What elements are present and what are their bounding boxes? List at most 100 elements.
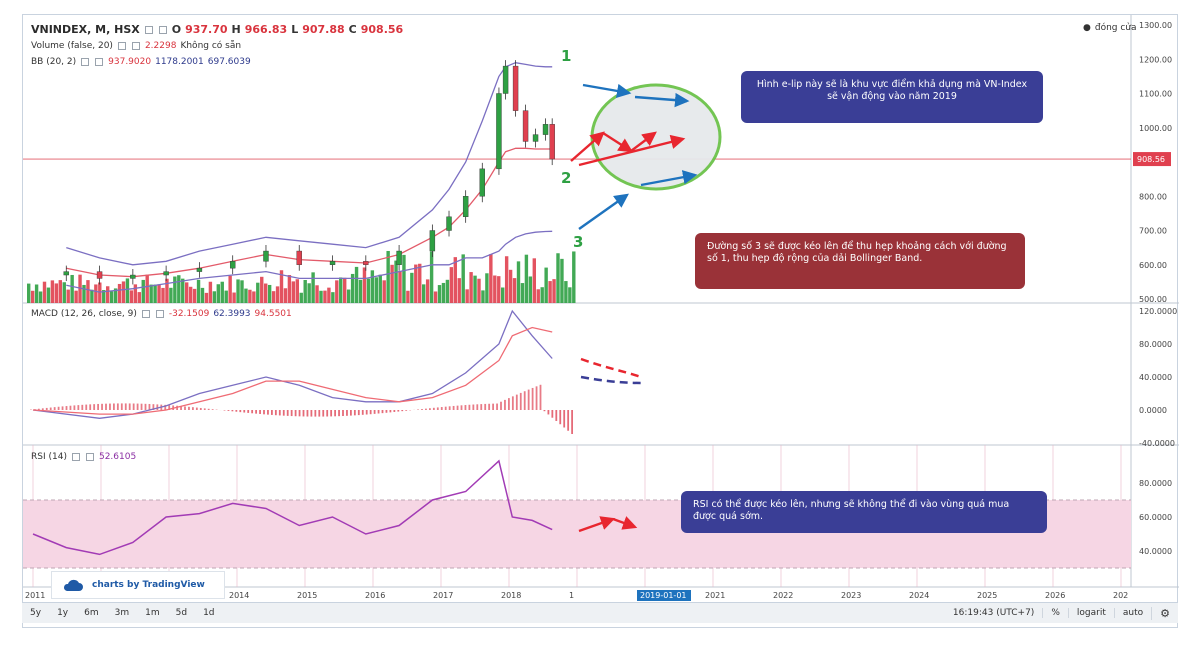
volume-label[interactable]: Volume (false, 20) <box>31 41 113 51</box>
range-5d-button[interactable]: 5d <box>175 608 188 618</box>
volume-bar <box>429 251 434 303</box>
volume-bar <box>224 290 228 303</box>
volume-bar <box>433 291 438 303</box>
rsi-hide-icon[interactable] <box>85 453 94 461</box>
volume-bar <box>394 260 398 303</box>
volume-bar <box>252 291 256 303</box>
volume-bar <box>204 292 209 303</box>
clock-readout[interactable]: 16:19:43 (UTC+7) <box>952 608 1035 618</box>
price-tick-label: 1300.00 <box>1139 21 1172 30</box>
signal-line <box>32 326 553 415</box>
last-price-tag-bg <box>1133 152 1171 167</box>
volume-bar <box>42 281 47 303</box>
toolbar-right: 16:19:43 (UTC+7) % logarit auto ⚙ <box>945 606 1178 620</box>
candle <box>296 250 302 265</box>
macd-settings-icon[interactable] <box>141 310 150 318</box>
range-3m-button[interactable]: 3m <box>114 608 130 618</box>
bb-settings-icon[interactable] <box>81 58 90 66</box>
rsi-label[interactable]: RSI (14) <box>31 452 67 462</box>
lower-band-arrow <box>578 193 629 230</box>
volume-bar <box>461 254 465 303</box>
price-path-arrow-3 <box>630 131 657 152</box>
volume-bar <box>173 276 177 303</box>
volume-bar <box>283 288 288 303</box>
lower-band-arrow-2 <box>640 170 698 187</box>
rsi-projection-arrow-1 <box>578 516 616 533</box>
volume-bar <box>335 280 339 303</box>
candle <box>130 274 136 279</box>
volume-bar <box>418 263 422 303</box>
volume-bar <box>121 281 126 303</box>
volume-bar <box>295 279 299 303</box>
tradingview-badge[interactable]: charts by TradingView <box>51 571 225 599</box>
volume-bar <box>524 254 529 303</box>
volume-bar <box>307 283 311 303</box>
time-tick-label: 2021 <box>705 591 725 600</box>
range-1m-button[interactable]: 1m <box>145 608 160 618</box>
volume-bar <box>212 291 217 303</box>
branding-text: charts by TradingView <box>92 580 205 590</box>
bb-legend: BB (20, 2) 937.9020 1178.2001 697.6039 <box>31 57 251 67</box>
settings-icon[interactable] <box>144 25 153 34</box>
rsi-settings-icon[interactable] <box>71 453 80 461</box>
volume-bar <box>50 280 55 303</box>
rsi-tick-label: 80.0000 <box>1139 479 1172 488</box>
log-button[interactable]: logarit <box>1067 608 1114 618</box>
chart-canvas[interactable]: 1300.001200.001100.001000.00900.00800.00… <box>23 15 1179 603</box>
bb-middle-line <box>66 147 553 278</box>
bb-label[interactable]: BB (20, 2) <box>31 57 77 67</box>
range-1d-button[interactable]: 1d <box>203 608 215 618</box>
price-tick-label: 700.00 <box>1139 227 1167 236</box>
macd-hide-icon[interactable] <box>155 310 164 318</box>
candle <box>263 250 269 262</box>
hide-icon[interactable] <box>158 25 167 34</box>
volume-bar <box>358 279 363 303</box>
volume-bar <box>228 275 232 303</box>
volume-bar <box>366 278 371 303</box>
volume-bar <box>548 281 552 303</box>
price-trend-arrow <box>578 134 686 167</box>
percent-button[interactable]: % <box>1042 608 1068 618</box>
ellipse-callout: Hình e-lip này sẽ là khu vực điểm khả dụ… <box>741 71 1043 123</box>
volume-bar <box>192 288 197 303</box>
volume-bar <box>504 256 509 303</box>
macd-value-macd: 62.3993 <box>213 309 251 319</box>
volume-hide-icon[interactable] <box>131 42 140 50</box>
volume-bar <box>382 280 386 303</box>
volume-bar <box>323 290 327 303</box>
volume-bar <box>102 290 106 303</box>
volume-bar <box>544 267 548 303</box>
volume-bar <box>489 254 493 303</box>
volume-bar <box>473 275 477 303</box>
volume-bar <box>236 279 240 303</box>
market-status-dot-icon: ● <box>1083 23 1091 33</box>
time-tick-label: 2022 <box>773 591 793 600</box>
auto-button[interactable]: auto <box>1113 608 1151 618</box>
volume-bar <box>516 261 521 303</box>
volume-bar <box>299 292 303 303</box>
time-tick-label: 2017 <box>433 591 453 600</box>
volume-bar <box>410 272 414 303</box>
macd-label[interactable]: MACD (12, 26, close, 9) <box>31 309 137 319</box>
volume-settings-icon[interactable] <box>117 42 126 50</box>
volume-bar <box>303 279 307 303</box>
volume-bar <box>441 282 446 303</box>
volume-bar <box>125 278 130 303</box>
range-5y-button[interactable]: 5y <box>30 608 42 618</box>
volume-bar <box>572 251 576 303</box>
gear-icon[interactable]: ⚙ <box>1151 606 1178 620</box>
volume-bar <box>185 282 189 303</box>
volume-bar <box>244 288 248 303</box>
rsi-tick-label: 40.0000 <box>1139 547 1172 556</box>
macd-line <box>32 309 553 419</box>
range-6m-button[interactable]: 6m <box>84 608 99 618</box>
time-tick-label: 2025 <box>977 591 997 600</box>
volume-bar <box>437 285 442 303</box>
symbol-name[interactable]: VNINDEX, M, HSX <box>31 23 140 36</box>
range-1y-button[interactable]: 1y <box>57 608 69 618</box>
ohlc-c-label: C <box>348 23 357 36</box>
volume-bar <box>129 290 134 303</box>
bb-hide-icon[interactable] <box>95 58 104 66</box>
macd-tick-label: 40.0000 <box>1139 373 1172 382</box>
volume-bar <box>449 267 454 303</box>
